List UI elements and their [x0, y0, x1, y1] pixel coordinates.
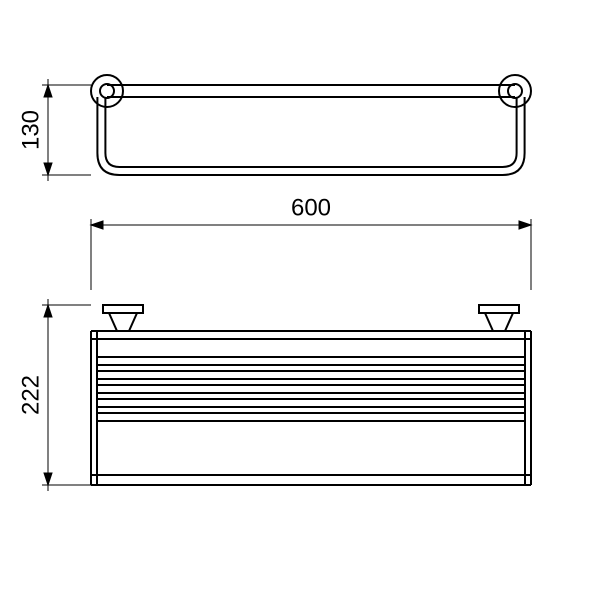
dim-130: 130 [17, 110, 44, 150]
dim-222: 222 [17, 375, 44, 415]
dim-600: 600 [291, 194, 331, 221]
